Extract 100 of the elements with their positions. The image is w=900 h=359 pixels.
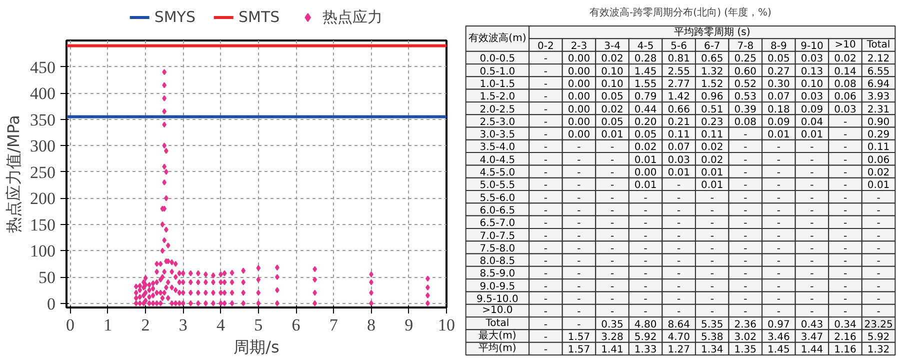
data-label: 2.31	[867, 104, 890, 116]
text: -	[544, 268, 548, 280]
data-label: 0.44	[634, 104, 657, 116]
data-label: 0.05	[768, 54, 790, 65]
text: -	[744, 281, 748, 292]
y-tick-label: 平均(m)	[478, 342, 516, 354]
text: -	[644, 205, 648, 216]
data-label: 0.79	[634, 92, 657, 103]
text: -	[876, 205, 880, 216]
data-label: 0.00	[568, 116, 590, 128]
x-tick-label: 7-8	[737, 41, 754, 52]
text: -	[776, 294, 780, 306]
text: -	[744, 154, 748, 166]
text: -	[876, 192, 880, 204]
text: -	[710, 192, 714, 204]
y-tick-label: 350	[30, 110, 56, 130]
data-label: 1.32	[867, 344, 890, 356]
text: -	[677, 243, 681, 254]
text: -	[810, 243, 814, 254]
data-label: 0.34	[834, 319, 856, 330]
data-label: 0.53	[734, 92, 757, 103]
y-tick-label: 3.5-4.0	[480, 142, 516, 154]
text: -	[776, 205, 780, 216]
data-label: 5.35	[700, 319, 724, 330]
text: -	[677, 281, 681, 292]
y-tick-label: 4.0-4.5	[480, 154, 516, 166]
text: -	[710, 205, 714, 216]
data-label: 0.01	[768, 130, 790, 141]
text: -	[876, 281, 880, 292]
text: -	[744, 268, 748, 280]
data-label: 0.01	[867, 180, 890, 192]
data-label: 0.02	[834, 54, 856, 65]
text: -	[876, 306, 880, 318]
text: -	[610, 180, 614, 192]
text: -	[677, 294, 681, 306]
x-tick-label: 0-2	[538, 41, 554, 52]
text: -	[544, 218, 548, 230]
text: -	[610, 218, 614, 230]
text: -	[644, 306, 648, 318]
data-label: 1.27	[668, 344, 690, 356]
data-label: 1.57	[568, 332, 590, 343]
legend-label: SMYS	[154, 8, 196, 26]
x-tick-label: 3	[178, 316, 188, 334]
text: -	[776, 281, 780, 292]
data-label: 0.21	[668, 116, 690, 128]
text: -	[710, 268, 714, 280]
text: -	[810, 168, 814, 179]
data-label: 0.05	[634, 130, 657, 141]
text: -	[544, 294, 548, 306]
text: -	[610, 294, 614, 306]
data-label: 0.65	[700, 54, 724, 65]
data-label: 5.92	[634, 332, 657, 343]
data-label: 1.32	[700, 66, 724, 78]
data-label: 0.11	[700, 130, 724, 141]
y-tick-label: 200	[30, 189, 56, 208]
data-label: 1.45	[768, 344, 790, 356]
data-label: 0.00	[568, 92, 590, 103]
data-label: 0.00	[568, 78, 590, 90]
text: -	[744, 130, 748, 141]
y-tick-label: 450	[30, 58, 56, 77]
data-label: 0.00	[634, 168, 657, 179]
data-label: 0.11	[867, 142, 890, 154]
y-tick-label: 0.0-0.5	[480, 54, 516, 65]
data-label: 0.06	[867, 154, 890, 166]
text: -	[843, 130, 848, 141]
text: -	[544, 256, 548, 268]
text: -	[677, 180, 681, 192]
x-tick-label: 8-9	[770, 41, 787, 52]
y-tick-label: 9.5-10.0	[476, 294, 518, 306]
x-tick-label: 4-5	[637, 41, 654, 52]
text: -	[577, 319, 581, 330]
data-label: 0.27	[768, 66, 790, 78]
data-label: 0.97	[768, 319, 790, 330]
text: -	[544, 180, 548, 192]
text: -	[677, 306, 681, 318]
data-label: 0.52	[734, 78, 757, 90]
data-label: 0.06	[834, 92, 856, 103]
text: -	[610, 256, 614, 268]
text: -	[577, 294, 581, 306]
x-tick-label: 5	[254, 316, 263, 334]
text: -	[776, 218, 780, 230]
text: -	[744, 230, 748, 242]
data-label: 0.03	[800, 54, 824, 65]
data-label: 0.00	[568, 66, 590, 78]
y-tick-label: 8.5-9.0	[480, 268, 516, 280]
text: -	[843, 142, 848, 154]
text: -	[544, 54, 548, 65]
x-tick-label: 2-3	[570, 41, 588, 52]
y-tick-label: 2.0-2.5	[480, 104, 516, 116]
text: -	[843, 218, 848, 230]
legend-label: 热点应力	[322, 8, 383, 26]
data-label: 0.35	[601, 319, 624, 330]
data-label: 0.10	[800, 78, 824, 90]
y-tick-label: 2.5-3.0	[480, 116, 516, 128]
y-tick-label: 4.5-5.0	[480, 168, 516, 179]
x-tick-label: 10	[438, 316, 455, 334]
data-label: 0.02	[700, 154, 724, 166]
text: -	[610, 243, 614, 254]
text: -	[876, 256, 880, 268]
text: -	[744, 294, 748, 306]
